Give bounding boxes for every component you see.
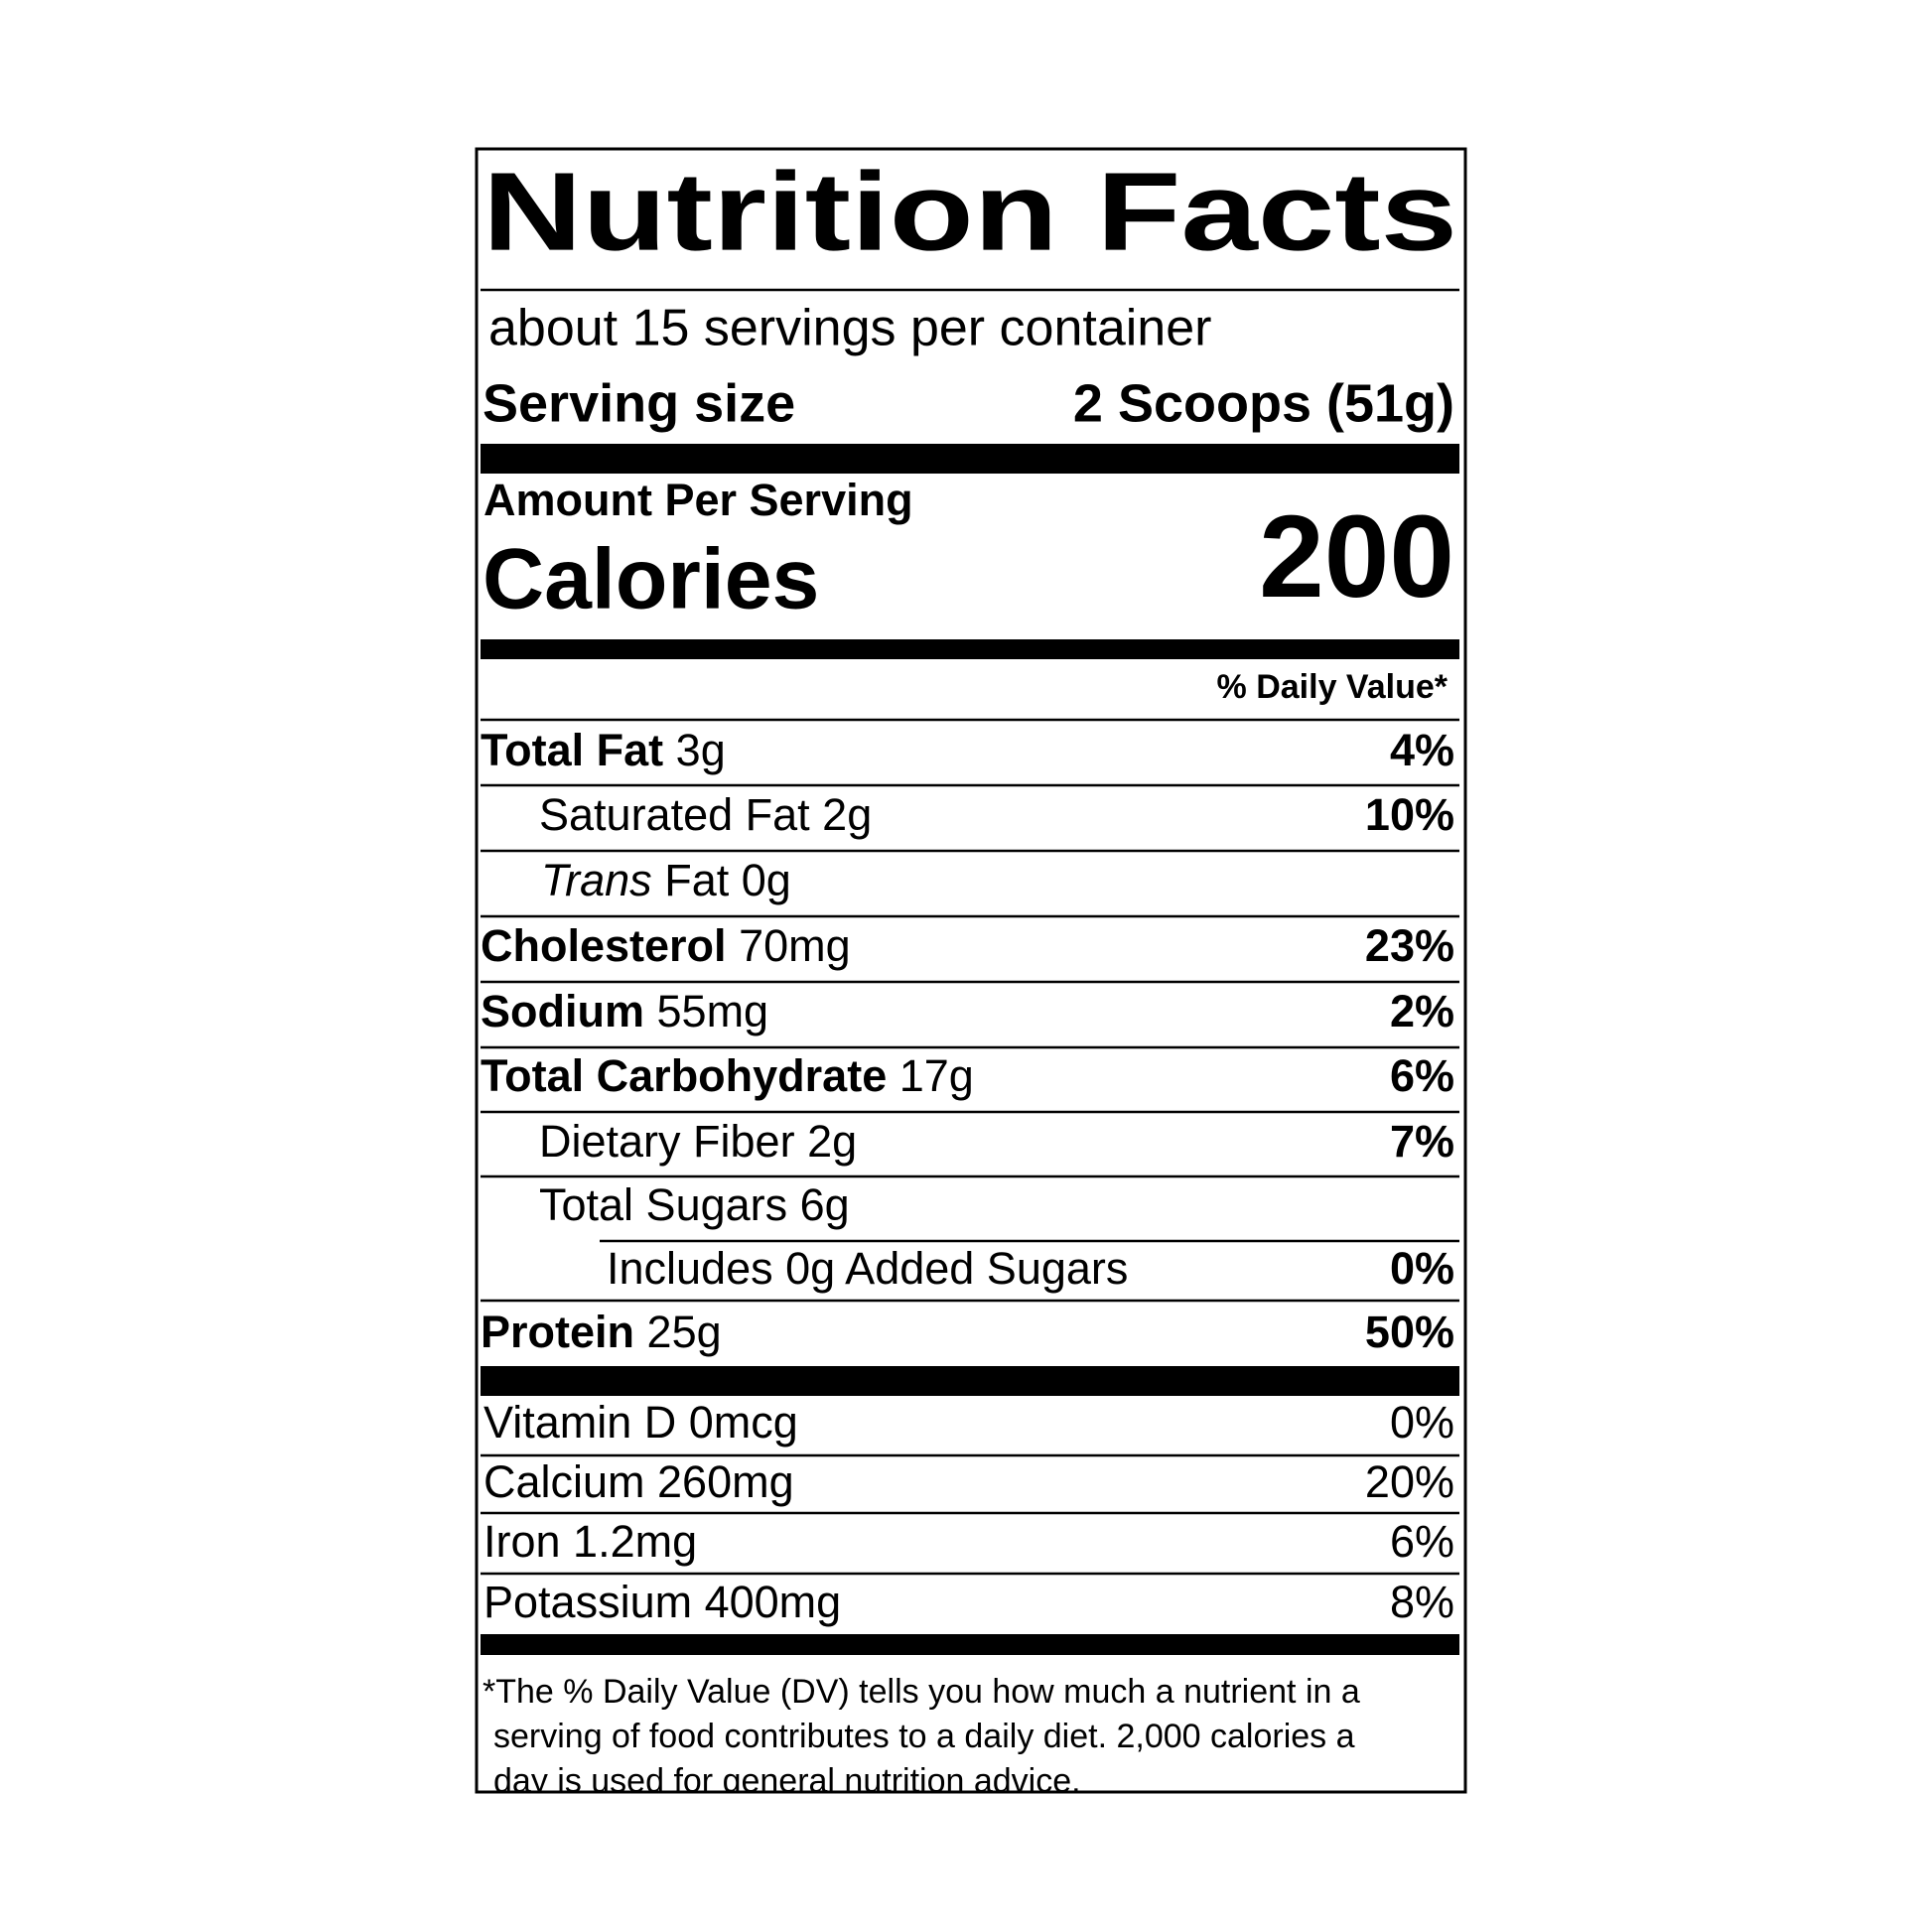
nutrient-amount: 3g xyxy=(676,725,726,775)
title: Nutrition Facts xyxy=(483,150,1457,274)
nutrient-dv: 23% xyxy=(1365,920,1454,971)
nutrient-name: Sodium xyxy=(481,986,644,1036)
nutrient: Protein 25g xyxy=(481,1307,722,1357)
thick-rule xyxy=(481,444,1459,474)
nutrient-dv: 4% xyxy=(1390,725,1454,775)
nutrient-name: Dietary Fiber 2g xyxy=(539,1116,857,1167)
nutrient-name: Saturated Fat 2g xyxy=(539,789,872,840)
nutrient-name: Trans xyxy=(541,855,652,905)
nutrient-amount: 55mg xyxy=(657,986,769,1036)
calories-label: Calories xyxy=(483,532,819,627)
nutrient-amount: Fat 0g xyxy=(664,855,791,905)
nutrient-name: Cholesterol xyxy=(481,920,727,971)
thick-rule xyxy=(481,1366,1459,1396)
nutrient-name: Total Fat xyxy=(481,725,663,775)
nutrient: Cholesterol 70mg xyxy=(481,920,851,971)
vitamin-dv: 0% xyxy=(1390,1397,1454,1448)
nutrient: Total Fat 3g xyxy=(481,725,726,775)
nutrient: Sodium 55mg xyxy=(481,986,768,1036)
nutrient: Total Carbohydrate 17g xyxy=(481,1050,974,1101)
vitamin-dv: 8% xyxy=(1390,1577,1454,1627)
nutrient-name: Total Carbohydrate xyxy=(481,1050,887,1101)
nutrient-amount: 17g xyxy=(899,1050,974,1101)
serving-size-label: Serving size xyxy=(483,373,795,433)
vitamin-name: Iron 1.2mg xyxy=(483,1516,697,1567)
dv-header: % Daily Value* xyxy=(1217,668,1449,706)
vitamin-dv: 20% xyxy=(1365,1456,1454,1507)
vitamin-name: Potassium 400mg xyxy=(483,1577,841,1627)
nutrient: Trans Fat 0g xyxy=(541,855,791,905)
nutrient-amount: 25g xyxy=(647,1307,722,1357)
nutrient-dv: 6% xyxy=(1390,1050,1454,1101)
vitamin-dv: 6% xyxy=(1390,1516,1454,1567)
servings: about 15 servings per container xyxy=(488,300,1211,357)
vitamin-name: Calcium 260mg xyxy=(483,1456,794,1507)
nutrient-dv: 50% xyxy=(1365,1307,1454,1357)
nutrient-name: Total Sugars 6g xyxy=(539,1179,850,1230)
nutrient-dv: 0% xyxy=(1390,1243,1454,1294)
thick-rule xyxy=(481,1634,1459,1655)
label-border xyxy=(475,147,1467,1794)
nutrient-dv: 7% xyxy=(1390,1116,1454,1167)
nutrient-dv: 2% xyxy=(1390,986,1454,1036)
thick-rule xyxy=(481,639,1459,659)
calories-value: 200 xyxy=(1259,491,1454,622)
nutrient-name: Includes 0g Added Sugars xyxy=(607,1243,1128,1294)
amount-per-serving: Amount Per Serving xyxy=(483,475,913,525)
serving-size-value: 2 Scoops (51g) xyxy=(1073,373,1454,433)
nutrient-amount: 70mg xyxy=(739,920,851,971)
footnote: day is used for general nutrition advice… xyxy=(493,1762,1081,1800)
vitamin-name: Vitamin D 0mcg xyxy=(483,1397,798,1448)
footnote: serving of food contributes to a daily d… xyxy=(493,1718,1355,1755)
footnote: *The % Daily Value (DV) tells you how mu… xyxy=(483,1673,1360,1711)
nutrient-name: Protein xyxy=(481,1307,634,1357)
nutrient-dv: 10% xyxy=(1365,789,1454,840)
